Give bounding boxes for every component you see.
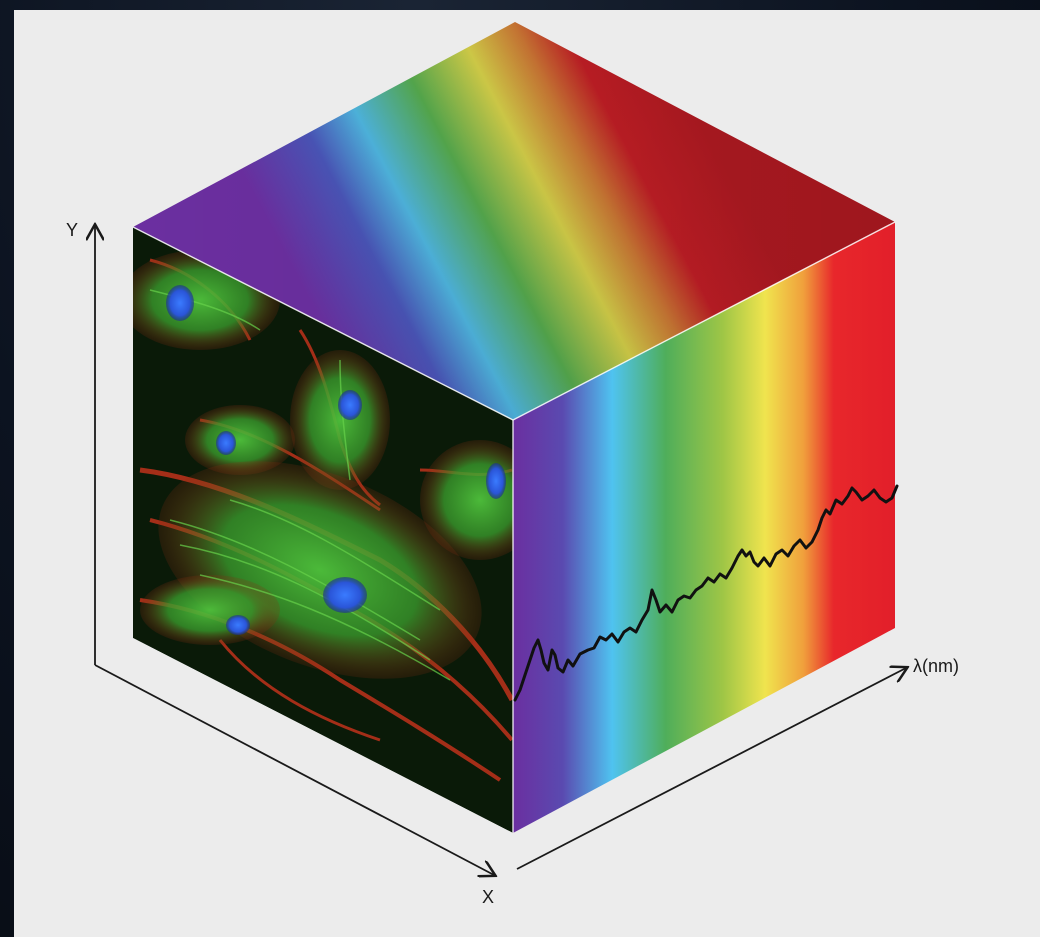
cell-image-nuclei [166,285,506,635]
lambda-axis-line [516,668,906,870]
x-axis-label: X [482,887,494,907]
axes: Y X λ(nm) [66,220,959,907]
cube-edges [132,221,896,833]
lambda-axis-label: λ(nm) [913,656,959,676]
y-axis-label: Y [66,220,78,240]
x-axis-line [94,664,494,875]
cell-image-fibers [149,289,451,681]
cube-front-face [133,227,513,833]
spectrum-curve [513,484,899,702]
cube-side-face [513,222,895,833]
